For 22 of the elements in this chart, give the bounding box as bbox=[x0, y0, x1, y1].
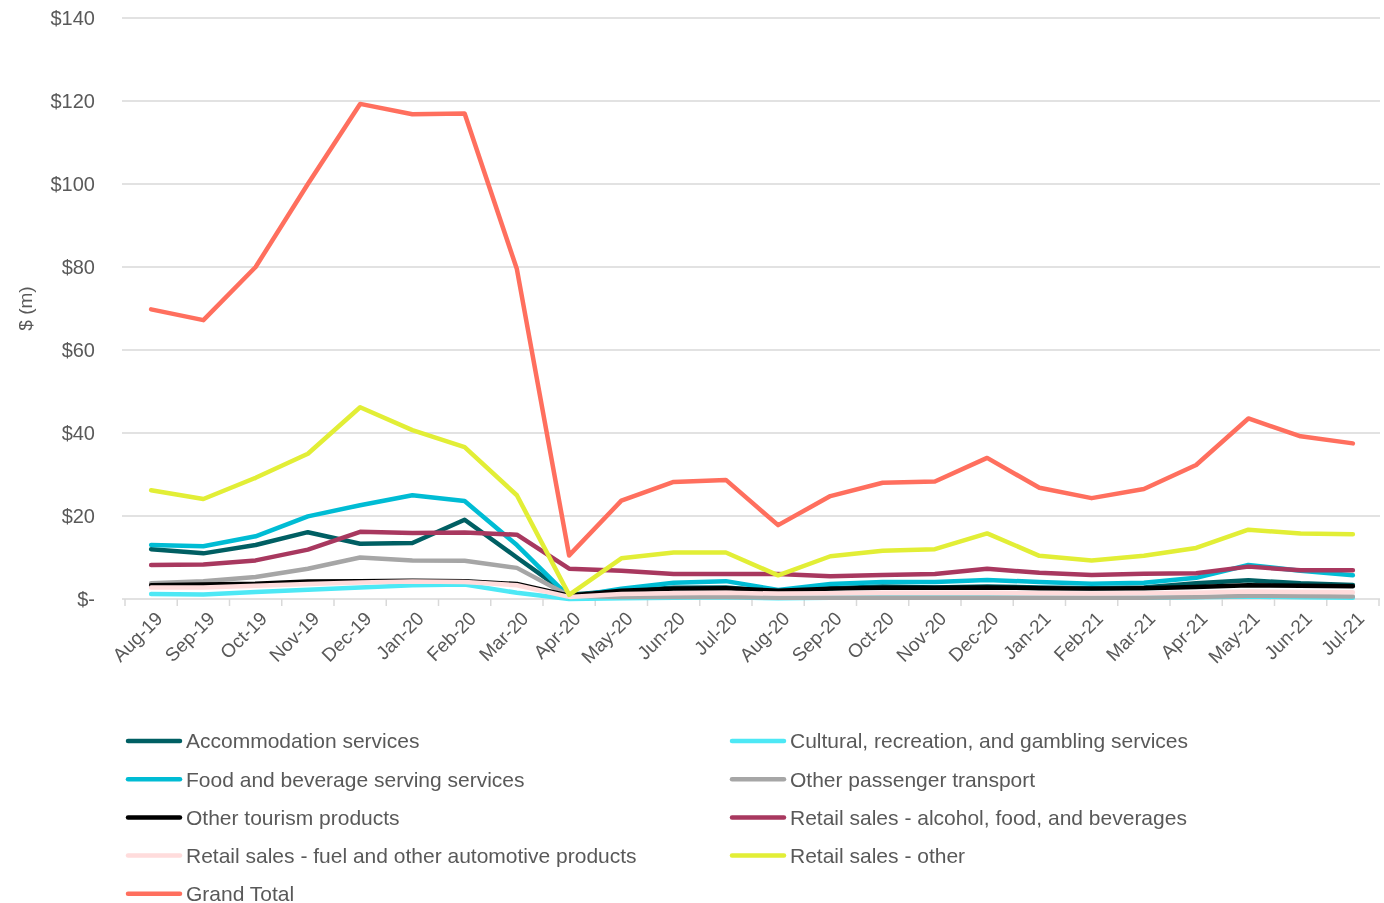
y-tick-label: $100 bbox=[50, 173, 95, 195]
legend-label: Grand Total bbox=[186, 882, 295, 903]
legend-label: Retail sales - fuel and other automotive products bbox=[186, 843, 637, 867]
line-series bbox=[148, 529, 1356, 579]
legend-label: Cultural, recreation, and gambling services bbox=[790, 729, 1189, 753]
y-tick-label: $120 bbox=[50, 90, 95, 112]
y-tick-label: $60 bbox=[61, 339, 95, 361]
y-tick-label: $40 bbox=[61, 422, 95, 444]
legend-label: Retail sales - other bbox=[790, 843, 966, 867]
legend-label: Accommodation services bbox=[186, 729, 420, 753]
legend-label: Other tourism products bbox=[186, 805, 400, 829]
line-series bbox=[148, 101, 1356, 558]
legend-label: Other passenger transport bbox=[790, 767, 1036, 791]
y-tick-label: $140 bbox=[50, 7, 95, 29]
line-series bbox=[148, 405, 1356, 598]
legend-label: Retail sales - alcohol, food, and beverages bbox=[790, 805, 1187, 829]
y-tick-label: $20 bbox=[61, 505, 95, 527]
y-tick-label: $- bbox=[77, 588, 95, 610]
legend-label: Food and beverage serving services bbox=[186, 767, 525, 791]
y-tick-label: $80 bbox=[61, 256, 95, 278]
y-axis-title: $ (m) bbox=[15, 286, 36, 331]
line-series bbox=[148, 555, 1356, 601]
